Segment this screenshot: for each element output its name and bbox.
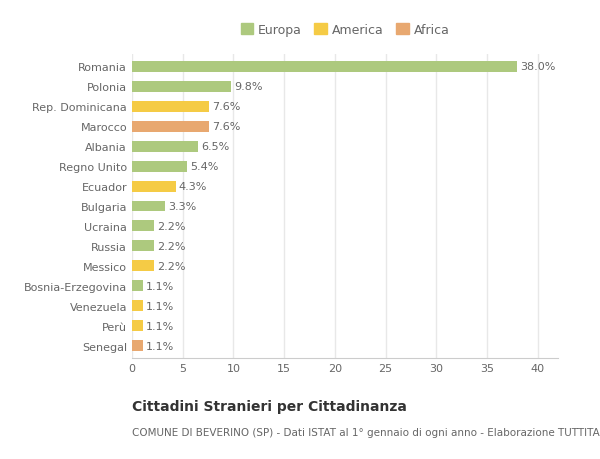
Text: 38.0%: 38.0% (520, 62, 556, 72)
Text: COMUNE DI BEVERINO (SP) - Dati ISTAT al 1° gennaio di ogni anno - Elaborazione T: COMUNE DI BEVERINO (SP) - Dati ISTAT al … (132, 427, 600, 437)
Text: 4.3%: 4.3% (179, 182, 207, 191)
Bar (132, 201, 166, 212)
Text: 2.2%: 2.2% (157, 241, 186, 252)
Text: Cittadini Stranieri per Cittadinanza: Cittadini Stranieri per Cittadinanza (132, 399, 407, 413)
Bar (132, 241, 154, 252)
Bar (132, 281, 143, 292)
Text: 2.2%: 2.2% (157, 261, 186, 271)
Text: 1.1%: 1.1% (146, 321, 175, 331)
Bar (132, 101, 209, 112)
Text: 1.1%: 1.1% (146, 341, 175, 351)
Bar (132, 62, 517, 73)
Text: 5.4%: 5.4% (190, 162, 218, 172)
Text: 2.2%: 2.2% (157, 222, 186, 231)
Bar (132, 341, 143, 352)
Bar (132, 301, 143, 312)
Text: 1.1%: 1.1% (146, 281, 175, 291)
Bar (132, 261, 154, 272)
Bar (132, 221, 154, 232)
Text: 6.5%: 6.5% (201, 142, 229, 152)
Bar (132, 82, 232, 92)
Text: 7.6%: 7.6% (212, 122, 241, 132)
Bar (132, 321, 143, 331)
Bar (132, 161, 187, 172)
Legend: Europa, America, Africa: Europa, America, Africa (235, 19, 455, 42)
Bar (132, 121, 209, 132)
Bar (132, 181, 176, 192)
Bar (132, 141, 198, 152)
Text: 7.6%: 7.6% (212, 102, 241, 112)
Text: 3.3%: 3.3% (169, 202, 197, 212)
Text: 1.1%: 1.1% (146, 301, 175, 311)
Text: 9.8%: 9.8% (235, 82, 263, 92)
